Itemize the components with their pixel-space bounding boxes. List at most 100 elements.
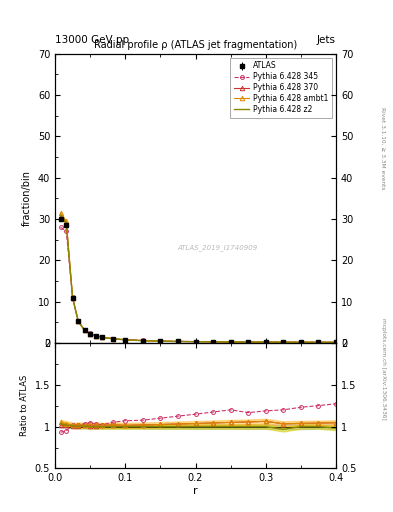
Pythia 6.428 z2 — [211, 339, 215, 345]
Pythia 6.428 345 — [263, 339, 268, 345]
Pythia 6.428 345 — [82, 327, 87, 333]
Pythia 6.428 345 — [176, 338, 180, 345]
Pythia 6.428 370 — [94, 333, 98, 339]
Pythia 6.428 370 — [334, 339, 338, 346]
Pythia 6.428 ambt1 — [100, 334, 105, 340]
Pythia 6.428 370 — [228, 339, 233, 345]
Pythia 6.428 345 — [70, 294, 75, 301]
Pythia 6.428 ambt1 — [246, 339, 251, 345]
Pythia 6.428 370 — [70, 295, 75, 301]
Pythia 6.428 ambt1 — [228, 339, 233, 345]
Pythia 6.428 370 — [299, 339, 303, 345]
Pythia 6.428 z2 — [76, 318, 81, 324]
Pythia 6.428 z2 — [299, 339, 303, 345]
Pythia 6.428 345 — [94, 332, 98, 338]
Pythia 6.428 z2 — [123, 337, 128, 343]
Pythia 6.428 ambt1 — [299, 339, 303, 345]
Pythia 6.428 370 — [111, 336, 116, 342]
Pythia 6.428 z2 — [281, 339, 286, 345]
Pythia 6.428 370 — [123, 337, 128, 343]
Pythia 6.428 z2 — [246, 339, 251, 345]
Pythia 6.428 345 — [334, 339, 338, 345]
Pythia 6.428 345 — [193, 338, 198, 345]
Pythia 6.428 ambt1 — [263, 339, 268, 345]
Pythia 6.428 ambt1 — [94, 333, 98, 339]
Pythia 6.428 370 — [100, 334, 105, 340]
Pythia 6.428 z2 — [94, 333, 98, 339]
Pythia 6.428 z2 — [176, 338, 180, 345]
Text: ATLAS_2019_I1740909: ATLAS_2019_I1740909 — [178, 244, 258, 251]
Pythia 6.428 345 — [140, 337, 145, 344]
Line: Pythia 6.428 z2: Pythia 6.428 z2 — [61, 215, 336, 343]
Pythia 6.428 345 — [316, 339, 321, 345]
Pythia 6.428 370 — [158, 338, 163, 344]
Pythia 6.428 370 — [281, 339, 286, 345]
Pythia 6.428 z2 — [334, 339, 338, 346]
Pythia 6.428 345 — [228, 339, 233, 345]
Pythia 6.428 370 — [316, 339, 321, 346]
Pythia 6.428 ambt1 — [176, 338, 180, 345]
Y-axis label: Ratio to ATLAS: Ratio to ATLAS — [20, 375, 29, 436]
Pythia 6.428 ambt1 — [158, 338, 163, 344]
Pythia 6.428 ambt1 — [70, 294, 75, 301]
Pythia 6.428 ambt1 — [88, 330, 92, 336]
Pythia 6.428 345 — [123, 336, 128, 343]
Title: Radial profile ρ (ATLAS jet fragmentation): Radial profile ρ (ATLAS jet fragmentatio… — [94, 40, 297, 50]
Pythia 6.428 345 — [88, 330, 92, 336]
Pythia 6.428 z2 — [140, 337, 145, 344]
Pythia 6.428 z2 — [100, 334, 105, 340]
Pythia 6.428 ambt1 — [281, 339, 286, 345]
Pythia 6.428 ambt1 — [140, 337, 145, 344]
Pythia 6.428 370 — [211, 339, 215, 345]
Pythia 6.428 370 — [246, 339, 251, 345]
Line: Pythia 6.428 370: Pythia 6.428 370 — [59, 215, 338, 345]
Pythia 6.428 ambt1 — [76, 318, 81, 324]
Pythia 6.428 370 — [193, 338, 198, 345]
Pythia 6.428 z2 — [193, 338, 198, 345]
Pythia 6.428 370 — [58, 214, 63, 220]
Text: Jets: Jets — [317, 34, 336, 45]
Pythia 6.428 345 — [58, 224, 63, 230]
Pythia 6.428 ambt1 — [334, 339, 338, 346]
Pythia 6.428 345 — [76, 318, 81, 324]
Line: Pythia 6.428 345: Pythia 6.428 345 — [59, 225, 338, 344]
Pythia 6.428 370 — [176, 338, 180, 345]
Pythia 6.428 z2 — [158, 338, 163, 344]
Pythia 6.428 z2 — [58, 212, 63, 218]
Line: Pythia 6.428 ambt1: Pythia 6.428 ambt1 — [59, 210, 338, 345]
Pythia 6.428 345 — [100, 334, 105, 340]
Pythia 6.428 ambt1 — [123, 337, 128, 343]
Pythia 6.428 z2 — [82, 327, 87, 333]
Pythia 6.428 370 — [64, 220, 69, 226]
Pythia 6.428 345 — [64, 228, 69, 234]
Pythia 6.428 345 — [211, 338, 215, 345]
Pythia 6.428 370 — [88, 331, 92, 337]
Pythia 6.428 370 — [140, 337, 145, 344]
Pythia 6.428 345 — [111, 335, 116, 342]
Pythia 6.428 370 — [82, 327, 87, 333]
Pythia 6.428 345 — [281, 339, 286, 345]
Pythia 6.428 ambt1 — [82, 327, 87, 333]
Pythia 6.428 z2 — [228, 339, 233, 345]
Pythia 6.428 z2 — [111, 336, 116, 342]
Pythia 6.428 370 — [76, 318, 81, 324]
Pythia 6.428 z2 — [88, 331, 92, 337]
Pythia 6.428 ambt1 — [64, 218, 69, 224]
Pythia 6.428 ambt1 — [211, 339, 215, 345]
Y-axis label: fraction/bin: fraction/bin — [22, 170, 32, 226]
Text: Rivet 3.1.10, ≥ 3.3M events: Rivet 3.1.10, ≥ 3.3M events — [381, 107, 386, 190]
Pythia 6.428 z2 — [70, 295, 75, 301]
Pythia 6.428 ambt1 — [316, 339, 321, 346]
X-axis label: r: r — [193, 486, 198, 496]
Pythia 6.428 z2 — [316, 339, 321, 346]
Pythia 6.428 z2 — [64, 220, 69, 226]
Pythia 6.428 345 — [158, 338, 163, 344]
Pythia 6.428 ambt1 — [193, 338, 198, 345]
Pythia 6.428 370 — [263, 339, 268, 345]
Text: 13000 GeV pp: 13000 GeV pp — [55, 34, 129, 45]
Pythia 6.428 z2 — [263, 339, 268, 345]
Pythia 6.428 ambt1 — [58, 210, 63, 216]
Text: mcplots.cern.ch [arXiv:1306.3436]: mcplots.cern.ch [arXiv:1306.3436] — [381, 318, 386, 419]
Pythia 6.428 345 — [246, 339, 251, 345]
Pythia 6.428 345 — [299, 339, 303, 345]
